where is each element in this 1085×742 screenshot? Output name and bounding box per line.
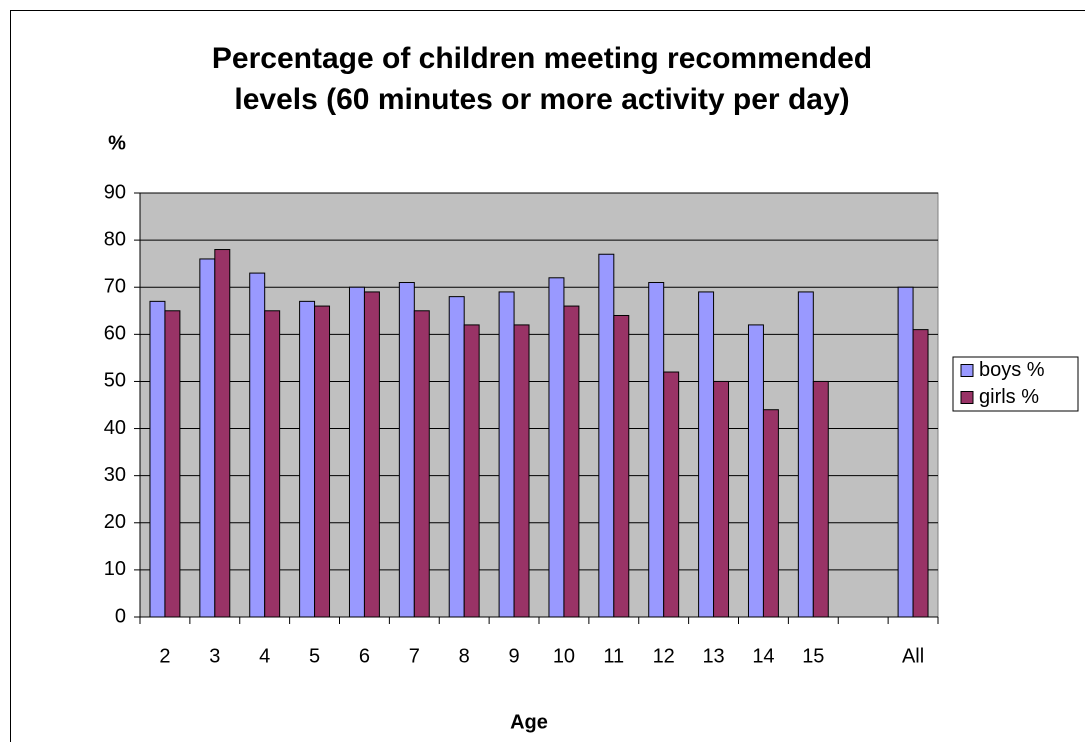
bar [762, 409, 779, 618]
bar [398, 282, 415, 618]
chart-title: levels (60 minutes or more activity per … [234, 83, 849, 116]
x-tick-label: 15 [802, 645, 824, 667]
x-tick-label: 3 [209, 645, 220, 667]
x-tick-label: 7 [409, 645, 420, 667]
bar [598, 253, 615, 618]
x-tick-label: 2 [159, 645, 170, 667]
x-tick-label: 5 [309, 645, 320, 667]
legend-swatch [960, 391, 974, 404]
bar [199, 258, 216, 618]
bar [214, 249, 231, 618]
bar [448, 296, 465, 618]
x-tick-label: 9 [509, 645, 520, 667]
bar [413, 310, 430, 618]
bar [613, 314, 630, 618]
bar [812, 380, 829, 618]
x-tick-label: All [902, 645, 924, 667]
legend-label: boys % [979, 359, 1045, 381]
chart-title: Percentage of children meeting recommend… [212, 42, 872, 75]
x-tick-label: 6 [359, 645, 370, 667]
x-tick-label: 4 [259, 645, 270, 667]
y-tick-label: 30 [104, 464, 126, 486]
bar [713, 380, 730, 618]
bar [912, 329, 929, 618]
x-tick-label: 13 [702, 645, 724, 667]
x-axis-label: Age [510, 711, 548, 733]
y-tick-label: 50 [104, 370, 126, 392]
bar [563, 305, 580, 618]
legend-box [952, 356, 1079, 412]
y-tick-label: 20 [104, 511, 126, 533]
x-tick-label: 10 [553, 645, 575, 667]
x-tick-label: 14 [752, 645, 774, 667]
y-tick-label: 10 [104, 558, 126, 580]
bar [698, 291, 715, 618]
bar [498, 291, 515, 618]
bar [314, 305, 331, 618]
bar [747, 324, 764, 618]
y-tick-label: 80 [104, 228, 126, 250]
bar [797, 291, 814, 618]
bar [249, 272, 266, 618]
y-tick-label: 0 [115, 605, 126, 627]
bar [648, 282, 665, 618]
y-tick-label: 40 [104, 417, 126, 439]
y-tick-label: 60 [104, 323, 126, 345]
bar [164, 310, 181, 618]
y-tick-label: 90 [104, 181, 126, 203]
bar [513, 324, 530, 618]
x-tick-label: 12 [653, 645, 675, 667]
legend-label: girls % [979, 386, 1039, 408]
x-tick-label: 11 [603, 645, 624, 667]
x-tick-label: 8 [459, 645, 470, 667]
bar [264, 310, 281, 618]
bar [663, 371, 680, 618]
bar [348, 286, 365, 618]
y-tick-label: 70 [104, 276, 126, 298]
bar [149, 300, 166, 618]
bar [363, 291, 380, 618]
bar [897, 286, 914, 618]
bar [548, 277, 565, 618]
bar [463, 324, 480, 618]
legend-swatch [960, 364, 974, 377]
y-axis-label: % [108, 132, 126, 154]
bar [299, 300, 316, 618]
